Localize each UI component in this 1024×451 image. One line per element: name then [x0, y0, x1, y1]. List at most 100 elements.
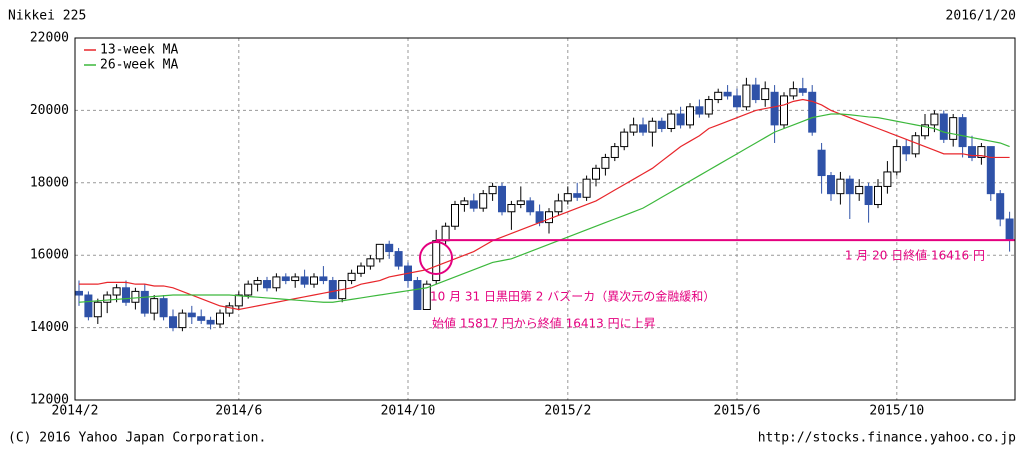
candle-body [902, 146, 911, 155]
candle-body [328, 280, 337, 300]
candle-body [310, 276, 318, 285]
candle-body [253, 280, 262, 285]
candle-body [451, 204, 459, 227]
candle-body [883, 171, 892, 187]
x-tick-label: 2014/6 [215, 404, 262, 419]
candle-body [131, 290, 140, 303]
candle-body [498, 185, 506, 213]
copyright: (C) 2016 Yahoo Japan Corporation. [8, 431, 266, 446]
candle-body [836, 178, 845, 195]
candle-body [855, 185, 864, 195]
annotation: 10 月 31 日黒田第 2 バズーカ（異次元の金融緩和） [430, 289, 715, 304]
y-tick-label: 18000 [30, 175, 69, 190]
candle-body [1005, 218, 1014, 241]
chart-date: 2016/1/20 [946, 9, 1016, 24]
candle-body [460, 200, 469, 206]
candle-body [620, 131, 629, 148]
candle-body [488, 185, 497, 195]
y-tick-label: 20000 [30, 103, 69, 118]
candle-body [808, 91, 817, 133]
candle-body [704, 99, 713, 115]
candle-body [845, 178, 854, 195]
candle-body [375, 243, 384, 260]
candle-body [921, 124, 929, 137]
annotation: 始値 15817 円から終値 16413 円に上昇 [432, 316, 656, 331]
candle-body [159, 298, 168, 318]
candle-body [986, 146, 995, 195]
candle-body [639, 124, 647, 133]
y-tick-label: 14000 [30, 320, 69, 335]
candle-body [996, 193, 1005, 220]
candle-body [150, 298, 159, 314]
candle-body [874, 185, 882, 206]
candle-body [742, 84, 751, 108]
candle-body [761, 88, 770, 101]
candle-body [385, 243, 394, 253]
legend-label: 26-week MA [100, 58, 178, 73]
candle-body [178, 312, 187, 329]
candle-body [789, 88, 798, 97]
candle-body [751, 84, 760, 101]
candle-body [225, 305, 234, 314]
candle-body [535, 211, 544, 224]
candle-body [526, 200, 535, 213]
candle-body [798, 88, 807, 93]
candle-body [291, 276, 300, 282]
candle-body [366, 258, 375, 267]
candle-body [347, 272, 356, 282]
candle-body [827, 175, 835, 195]
candle-body [949, 117, 958, 140]
candle-body [187, 312, 196, 318]
candle-body [93, 301, 102, 318]
candle-body [507, 204, 516, 213]
candle-body [864, 185, 873, 206]
candle-body [629, 124, 638, 133]
candle-body [441, 225, 450, 242]
candle-body [601, 156, 610, 169]
y-tick-label: 22000 [30, 31, 69, 46]
candle-body [554, 200, 563, 213]
candle-body [563, 193, 572, 202]
candle-body [714, 91, 723, 101]
candle-body [300, 276, 309, 285]
candle-body [610, 146, 619, 158]
candle-body [75, 290, 83, 296]
candle-body [319, 276, 328, 282]
candle-body [281, 276, 290, 282]
candle-body [545, 211, 553, 224]
reference-label: 1 月 20 日終値 16416 円 [845, 248, 985, 263]
candle-body [122, 287, 130, 303]
x-tick-label: 2014/10 [381, 404, 436, 419]
candle-body [911, 135, 920, 155]
candle-body [780, 95, 788, 126]
candle-body [648, 120, 657, 133]
candle-body [592, 167, 600, 180]
candle-body [930, 113, 939, 126]
y-tick-label: 12000 [30, 393, 69, 408]
candle-body [676, 113, 685, 126]
candle-body [469, 200, 478, 209]
y-tick-label: 16000 [30, 248, 69, 263]
candle-body [733, 95, 741, 108]
legend-label: 13-week MA [100, 43, 178, 58]
chart-title: Nikkei 225 [8, 9, 86, 24]
candle-body [516, 200, 525, 206]
candle-body [394, 251, 403, 267]
candle-body [103, 294, 112, 303]
candle-body [413, 280, 422, 311]
candle-body [263, 280, 271, 289]
candle-body [723, 91, 732, 97]
candle-body [140, 290, 149, 314]
candle-body [84, 294, 93, 318]
candle-body [667, 113, 676, 129]
candle-body [573, 193, 582, 198]
candle-body [169, 316, 177, 329]
candle-body [197, 316, 206, 321]
x-tick-label: 2015/6 [714, 404, 761, 419]
candle-body [422, 283, 431, 311]
candle-body [112, 287, 121, 296]
candle-body [479, 193, 488, 209]
candle-body [892, 146, 901, 173]
